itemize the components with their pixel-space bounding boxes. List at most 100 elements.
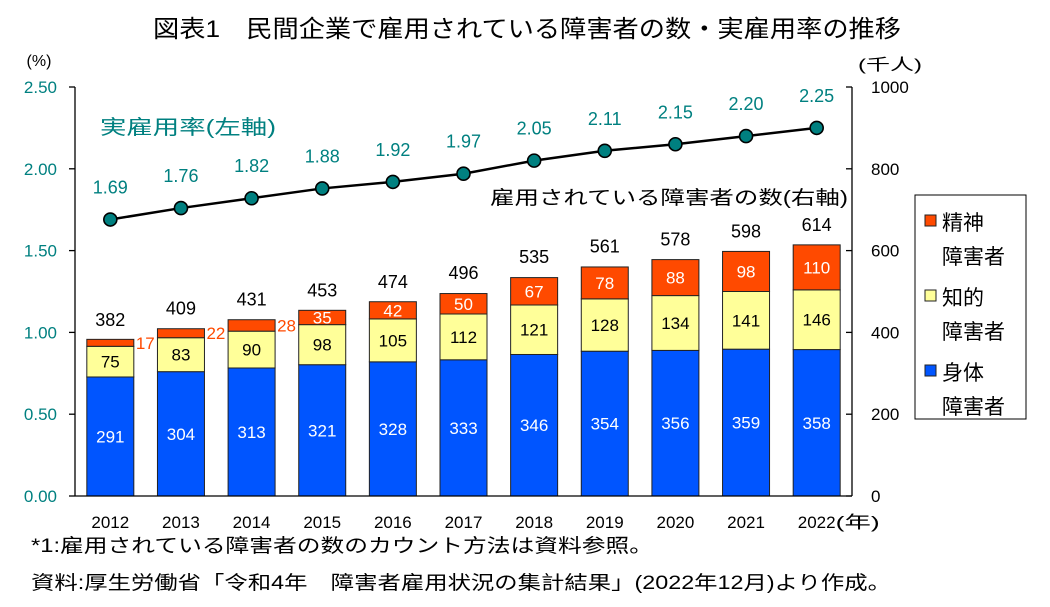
rate-value-label: 1.76 (163, 166, 198, 186)
bar-value-label: 35 (313, 308, 332, 327)
right-tick-label: 200 (871, 405, 899, 424)
rate-value-label: 1.82 (234, 156, 269, 176)
bar-total-label: 474 (378, 272, 408, 292)
bar-segment-身体障害者 (722, 348, 771, 497)
line-series-annotation: 実雇用率(左軸) (100, 116, 276, 139)
legend-label: 身体 (942, 362, 984, 385)
left-tick-label: 1.00 (24, 323, 57, 342)
bar-value-label: 346 (520, 416, 548, 435)
bar-value-label: 112 (450, 328, 477, 347)
right-axis-ticks: 0 200 400 600 800 1000 (846, 78, 909, 506)
right-tick-label: 600 (871, 242, 899, 261)
legend-label: 障害者 (942, 396, 1005, 419)
rate-point-marker (597, 143, 613, 159)
rate-value-label: 2.05 (517, 119, 552, 139)
bar-stack-2015: 321 98 35 (298, 308, 347, 497)
legend-label: 知的 (942, 287, 984, 310)
bar-segment-身体障害者 (86, 376, 135, 497)
bar-value-label: 28 (277, 316, 296, 335)
bar-segment-精神障害者 (722, 250, 771, 292)
x-tick-label: 2016 (374, 513, 412, 532)
bar-segment-知的障害者 (368, 318, 417, 363)
bar-total-label: 496 (448, 263, 478, 283)
total-labels: 382 409 431 453 474 496 535 561 578 598 614 (95, 215, 831, 330)
bar-stack-2021: 359 141 98 (722, 250, 771, 497)
bar-segment-身体障害者 (792, 349, 841, 497)
bar-segment-身体障害者 (439, 359, 488, 497)
bar-total-label: 453 (307, 281, 337, 301)
bar-value-label: 128 (591, 316, 619, 335)
rate-point-marker (314, 181, 330, 196)
bar-segment-精神障害者 (156, 328, 205, 339)
bar-value-label: 321 (308, 421, 336, 440)
bar-value-label: 67 (525, 282, 544, 301)
bar-value-label: 121 (520, 321, 548, 340)
rate-value-label: 1.69 (93, 178, 128, 198)
bar-total-label: 561 (590, 237, 620, 257)
bar-segment-精神障害者 (227, 319, 276, 332)
bar-value-label: 90 (242, 341, 261, 360)
bar-segment-精神障害者 (510, 277, 559, 306)
x-tick-label: 2019 (586, 513, 624, 532)
bar-value-label: 78 (595, 274, 614, 293)
bar-stack-2020: 356 134 88 (651, 259, 700, 497)
bar-series-annotation: 雇用されている障害者の数(右軸) (490, 187, 848, 209)
left-axis-unit-label: (%) (27, 53, 52, 70)
bar-value-label: 146 (802, 311, 830, 330)
x-tick-label: 2013 (162, 513, 200, 532)
bar-segment-知的障害者 (722, 291, 771, 350)
x-tick-label: 2018 (515, 513, 553, 532)
right-tick-label: 800 (871, 160, 899, 179)
bar-segment-知的障害者 (439, 313, 488, 361)
left-axis-ticks: 0.00 0.50 1.00 1.50 2.00 2.50 (24, 78, 75, 506)
rate-value-label: 1.92 (375, 140, 410, 160)
rate-point-marker (173, 200, 189, 216)
right-axis-unit-label: (千人) (858, 56, 922, 74)
rate-value-label: 1.97 (446, 132, 481, 152)
bar-value-label: 328 (379, 420, 407, 439)
legend-swatch (924, 364, 937, 377)
left-tick-label: 2.50 (24, 78, 57, 97)
bar-value-label: 333 (449, 419, 477, 438)
bar-stack-2013: 304 83 22 (156, 324, 225, 497)
footnote-count-method: *1:雇用されている障害者の数のカウント方法は資料参照。 (31, 535, 653, 557)
bar-segment-身体障害者 (580, 350, 629, 497)
legend-label: 障害者 (942, 321, 1005, 344)
bar-segment-精神障害者 (298, 309, 347, 326)
left-tick-label: 0.00 (24, 487, 57, 506)
rate-value-label: 2.20 (729, 94, 764, 114)
x-tick-label: 2021 (727, 513, 765, 532)
bar-value-label: 50 (454, 295, 473, 314)
legend-box (914, 194, 1027, 420)
bar-segment-精神障害者 (580, 266, 629, 300)
bar-segment-知的障害者 (156, 337, 205, 373)
x-tick-label: 2015 (303, 513, 341, 532)
bar-segment-精神障害者 (368, 301, 417, 320)
bar-total-label: 409 (166, 299, 196, 319)
bar-segment-精神障害者 (439, 293, 488, 315)
bar-stack-2017: 333 112 50 (439, 293, 488, 497)
left-tick-label: 2.00 (24, 160, 57, 179)
legend-label: 精神 (942, 212, 984, 235)
x-axis-ticks: 2012 2013 2014 2015 2016 2017 2018 2019 2020 2021… (91, 513, 879, 532)
right-tick-label: 1000 (871, 78, 909, 97)
bar-stack-2016: 328 105 42 (368, 301, 417, 497)
bar-segment-知的障害者 (580, 298, 629, 352)
axes (74, 87, 853, 497)
bar-segment-精神障害者 (86, 338, 135, 347)
bar-value-label: 98 (737, 262, 756, 281)
bar-value-label: 291 (96, 427, 124, 446)
footnote-source: 資料:厚生労働省「令和4年 障害者雇用状況の集計結果」(2022年12月)より作… (31, 572, 891, 594)
rate-point-marker (244, 190, 259, 206)
bar-value-label: 358 (802, 414, 830, 433)
x-axis-unit-label: (年) (836, 513, 880, 532)
bar-value-label: 141 (732, 311, 760, 330)
bar-stack-2018: 346 121 67 (510, 277, 559, 497)
rate-point-marker (456, 166, 471, 182)
bar-value-label: 105 (379, 331, 407, 350)
bar-segment-知的障害者 (651, 295, 700, 351)
